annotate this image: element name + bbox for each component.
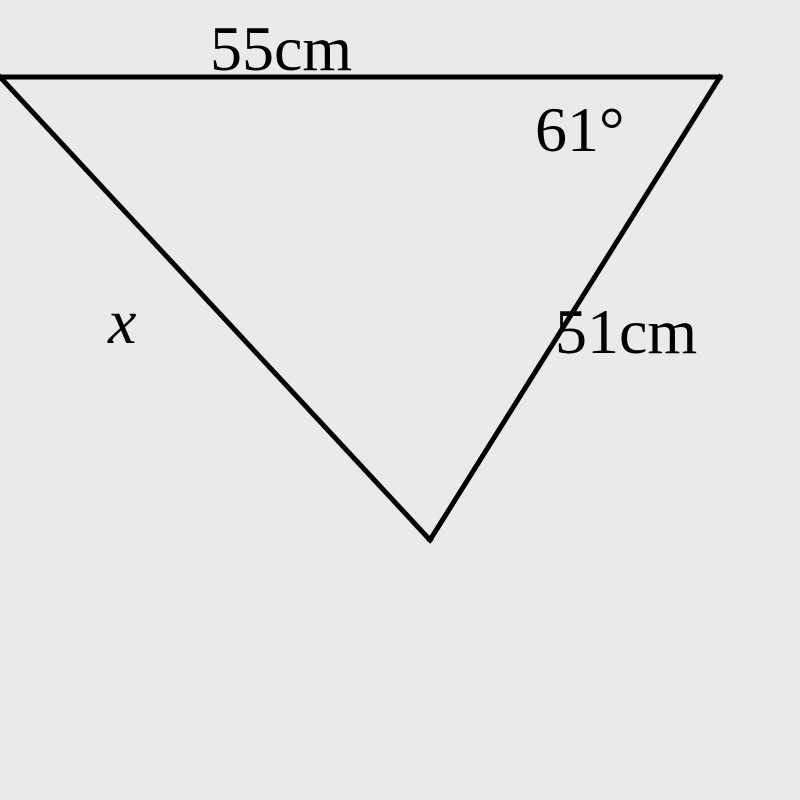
label-top-side: 55cm [210, 12, 352, 86]
label-left-side: x [108, 285, 136, 359]
triangle-side-left [0, 77, 430, 540]
triangle-diagram [0, 0, 800, 800]
label-right-side: 51cm [555, 295, 697, 369]
label-right-angle: 61° [535, 93, 625, 167]
